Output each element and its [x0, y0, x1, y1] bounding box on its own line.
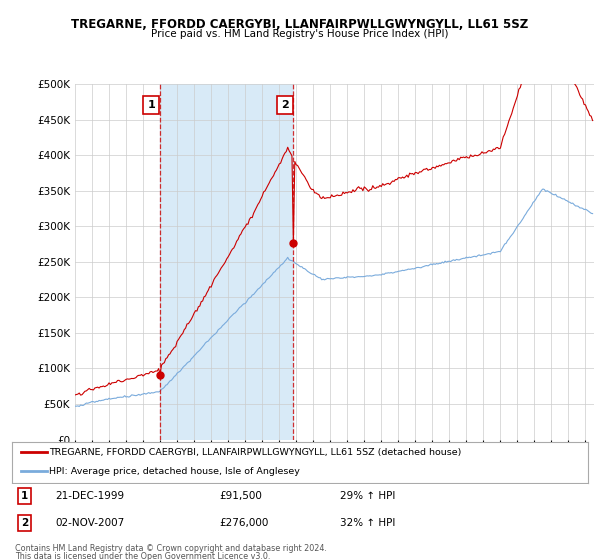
Text: 2: 2: [20, 519, 28, 528]
Text: 02-NOV-2007: 02-NOV-2007: [55, 519, 124, 528]
Text: £276,000: £276,000: [220, 519, 269, 528]
Text: 1: 1: [20, 491, 28, 501]
Text: 21-DEC-1999: 21-DEC-1999: [55, 491, 124, 501]
Text: TREGARNE, FFORDD CAERGYBI, LLANFAIRPWLLGWYNGYLL, LL61 5SZ (detached house): TREGARNE, FFORDD CAERGYBI, LLANFAIRPWLLG…: [49, 448, 462, 457]
Text: This data is licensed under the Open Government Licence v3.0.: This data is licensed under the Open Gov…: [15, 552, 271, 560]
Text: TREGARNE, FFORDD CAERGYBI, LLANFAIRPWLLGWYNGYLL, LL61 5SZ: TREGARNE, FFORDD CAERGYBI, LLANFAIRPWLLG…: [71, 18, 529, 31]
Text: 32% ↑ HPI: 32% ↑ HPI: [340, 519, 395, 528]
Text: 2: 2: [281, 100, 289, 110]
Text: 1: 1: [147, 100, 155, 110]
Text: HPI: Average price, detached house, Isle of Anglesey: HPI: Average price, detached house, Isle…: [49, 467, 301, 476]
Text: 29% ↑ HPI: 29% ↑ HPI: [340, 491, 395, 501]
Text: £91,500: £91,500: [220, 491, 262, 501]
Text: Price paid vs. HM Land Registry's House Price Index (HPI): Price paid vs. HM Land Registry's House …: [151, 29, 449, 39]
Bar: [160, 84, 293, 440]
Text: Contains HM Land Registry data © Crown copyright and database right 2024.: Contains HM Land Registry data © Crown c…: [15, 544, 327, 553]
